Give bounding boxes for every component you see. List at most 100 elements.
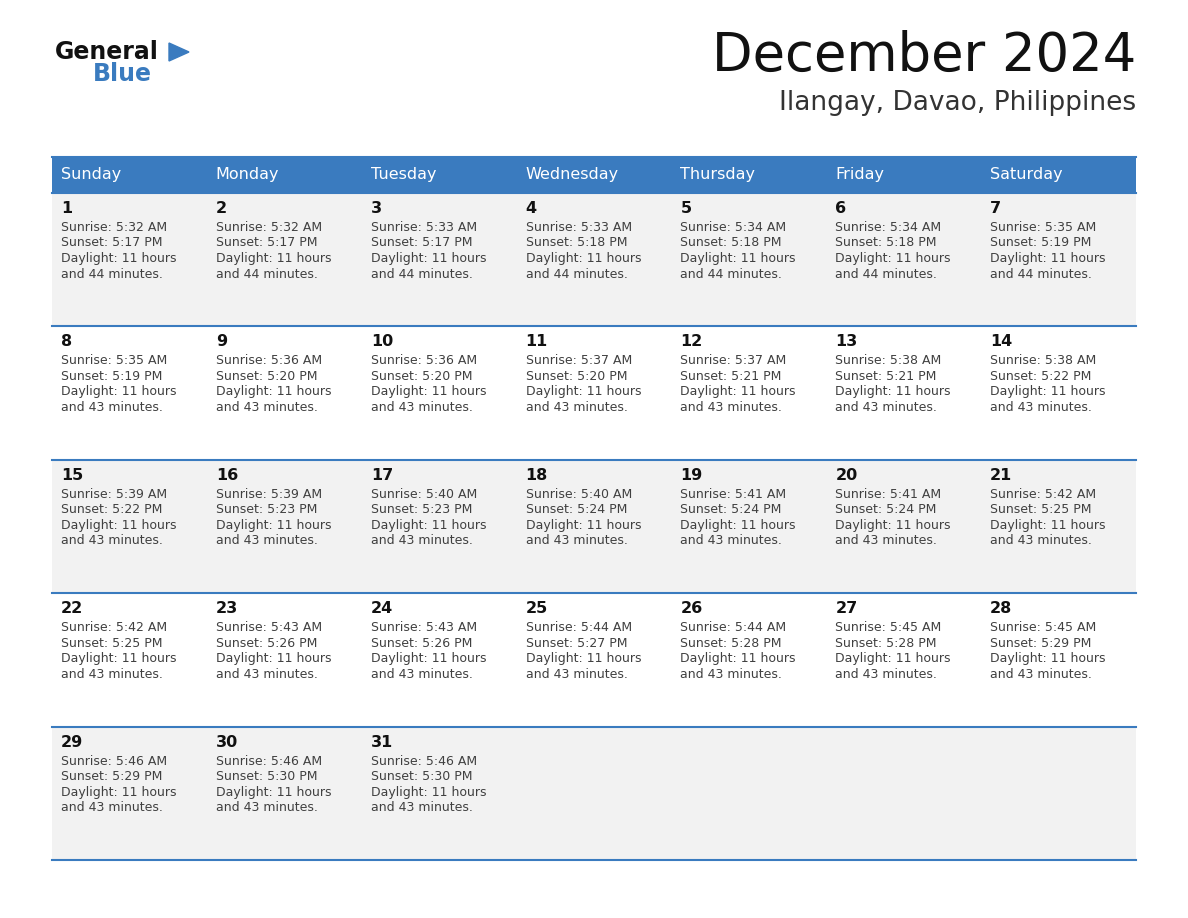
- Bar: [207, 157, 361, 193]
- Text: Daylight: 11 hours: Daylight: 11 hours: [835, 652, 950, 666]
- Text: Sunset: 5:22 PM: Sunset: 5:22 PM: [61, 503, 163, 516]
- Bar: [207, 193, 361, 327]
- Text: Sunset: 5:22 PM: Sunset: 5:22 PM: [990, 370, 1092, 383]
- Text: and 43 minutes.: and 43 minutes.: [525, 667, 627, 681]
- Text: Daylight: 11 hours: Daylight: 11 hours: [371, 786, 486, 799]
- Text: Sunrise: 5:42 AM: Sunrise: 5:42 AM: [990, 487, 1097, 501]
- Bar: [981, 727, 1136, 860]
- Text: and 43 minutes.: and 43 minutes.: [61, 401, 163, 414]
- Bar: [827, 327, 981, 460]
- Text: 30: 30: [216, 734, 238, 750]
- Text: and 43 minutes.: and 43 minutes.: [371, 401, 473, 414]
- Text: Sunset: 5:30 PM: Sunset: 5:30 PM: [216, 770, 317, 783]
- Text: and 44 minutes.: and 44 minutes.: [990, 267, 1092, 281]
- Text: and 43 minutes.: and 43 minutes.: [61, 534, 163, 547]
- Text: and 44 minutes.: and 44 minutes.: [61, 267, 163, 281]
- Text: 7: 7: [990, 201, 1001, 216]
- Text: Sunset: 5:26 PM: Sunset: 5:26 PM: [371, 637, 472, 650]
- Text: and 43 minutes.: and 43 minutes.: [61, 801, 163, 814]
- Text: Sunset: 5:29 PM: Sunset: 5:29 PM: [990, 637, 1092, 650]
- Text: Daylight: 11 hours: Daylight: 11 hours: [216, 252, 331, 265]
- Text: Daylight: 11 hours: Daylight: 11 hours: [990, 252, 1106, 265]
- Text: and 43 minutes.: and 43 minutes.: [216, 534, 317, 547]
- Text: 5: 5: [681, 201, 691, 216]
- Text: Sunday: Sunday: [61, 167, 121, 183]
- Text: 4: 4: [525, 201, 537, 216]
- Text: and 43 minutes.: and 43 minutes.: [371, 534, 473, 547]
- Text: 18: 18: [525, 468, 548, 483]
- Text: Sunset: 5:18 PM: Sunset: 5:18 PM: [835, 237, 937, 250]
- Text: and 43 minutes.: and 43 minutes.: [216, 667, 317, 681]
- Text: and 43 minutes.: and 43 minutes.: [525, 401, 627, 414]
- Bar: [52, 460, 207, 593]
- Text: 11: 11: [525, 334, 548, 350]
- Text: Sunset: 5:23 PM: Sunset: 5:23 PM: [216, 503, 317, 516]
- Text: Sunset: 5:28 PM: Sunset: 5:28 PM: [681, 637, 782, 650]
- Text: Sunrise: 5:39 AM: Sunrise: 5:39 AM: [61, 487, 168, 501]
- Text: 24: 24: [371, 601, 393, 616]
- Text: and 43 minutes.: and 43 minutes.: [61, 667, 163, 681]
- Text: Daylight: 11 hours: Daylight: 11 hours: [216, 786, 331, 799]
- Bar: [517, 460, 671, 593]
- Text: and 44 minutes.: and 44 minutes.: [835, 267, 937, 281]
- Text: and 43 minutes.: and 43 minutes.: [835, 667, 937, 681]
- Text: Sunset: 5:23 PM: Sunset: 5:23 PM: [371, 503, 472, 516]
- Text: Sunrise: 5:36 AM: Sunrise: 5:36 AM: [371, 354, 476, 367]
- Text: Sunset: 5:17 PM: Sunset: 5:17 PM: [371, 237, 472, 250]
- Text: Sunrise: 5:41 AM: Sunrise: 5:41 AM: [835, 487, 941, 501]
- Text: and 44 minutes.: and 44 minutes.: [525, 267, 627, 281]
- Text: Monday: Monday: [216, 167, 279, 183]
- Text: 14: 14: [990, 334, 1012, 350]
- Text: Sunset: 5:25 PM: Sunset: 5:25 PM: [990, 503, 1092, 516]
- Text: Daylight: 11 hours: Daylight: 11 hours: [525, 386, 642, 398]
- Text: Sunset: 5:17 PM: Sunset: 5:17 PM: [61, 237, 163, 250]
- Text: Daylight: 11 hours: Daylight: 11 hours: [216, 519, 331, 532]
- Bar: [517, 727, 671, 860]
- Bar: [981, 157, 1136, 193]
- Text: Daylight: 11 hours: Daylight: 11 hours: [371, 519, 486, 532]
- Text: Daylight: 11 hours: Daylight: 11 hours: [681, 386, 796, 398]
- Bar: [361, 327, 517, 460]
- Bar: [671, 157, 827, 193]
- Text: Sunrise: 5:34 AM: Sunrise: 5:34 AM: [681, 221, 786, 234]
- Polygon shape: [169, 43, 189, 61]
- Bar: [671, 193, 827, 327]
- Text: Sunrise: 5:44 AM: Sunrise: 5:44 AM: [681, 621, 786, 634]
- Text: Daylight: 11 hours: Daylight: 11 hours: [216, 386, 331, 398]
- Text: 2: 2: [216, 201, 227, 216]
- Bar: [981, 193, 1136, 327]
- Text: Daylight: 11 hours: Daylight: 11 hours: [371, 252, 486, 265]
- Bar: [827, 157, 981, 193]
- Text: and 43 minutes.: and 43 minutes.: [990, 534, 1092, 547]
- Bar: [207, 327, 361, 460]
- Text: and 43 minutes.: and 43 minutes.: [835, 534, 937, 547]
- Text: Daylight: 11 hours: Daylight: 11 hours: [61, 786, 177, 799]
- Text: and 44 minutes.: and 44 minutes.: [216, 267, 317, 281]
- Text: Daylight: 11 hours: Daylight: 11 hours: [61, 386, 177, 398]
- Text: Sunset: 5:20 PM: Sunset: 5:20 PM: [525, 370, 627, 383]
- Text: Sunset: 5:30 PM: Sunset: 5:30 PM: [371, 770, 472, 783]
- Text: and 43 minutes.: and 43 minutes.: [990, 401, 1092, 414]
- Text: Daylight: 11 hours: Daylight: 11 hours: [61, 252, 177, 265]
- Text: Sunrise: 5:39 AM: Sunrise: 5:39 AM: [216, 487, 322, 501]
- Text: Sunrise: 5:46 AM: Sunrise: 5:46 AM: [216, 755, 322, 767]
- Text: 21: 21: [990, 468, 1012, 483]
- Bar: [981, 327, 1136, 460]
- Text: 20: 20: [835, 468, 858, 483]
- Text: Sunrise: 5:35 AM: Sunrise: 5:35 AM: [61, 354, 168, 367]
- Bar: [207, 593, 361, 727]
- Text: 23: 23: [216, 601, 238, 616]
- Text: 26: 26: [681, 601, 702, 616]
- Text: 13: 13: [835, 334, 858, 350]
- Text: Daylight: 11 hours: Daylight: 11 hours: [61, 519, 177, 532]
- Text: 22: 22: [61, 601, 83, 616]
- Text: Sunrise: 5:34 AM: Sunrise: 5:34 AM: [835, 221, 941, 234]
- Bar: [517, 327, 671, 460]
- Text: and 43 minutes.: and 43 minutes.: [681, 667, 783, 681]
- Text: 27: 27: [835, 601, 858, 616]
- Bar: [981, 593, 1136, 727]
- Text: and 43 minutes.: and 43 minutes.: [681, 534, 783, 547]
- Text: 8: 8: [61, 334, 72, 350]
- Text: Sunrise: 5:35 AM: Sunrise: 5:35 AM: [990, 221, 1097, 234]
- Bar: [52, 327, 207, 460]
